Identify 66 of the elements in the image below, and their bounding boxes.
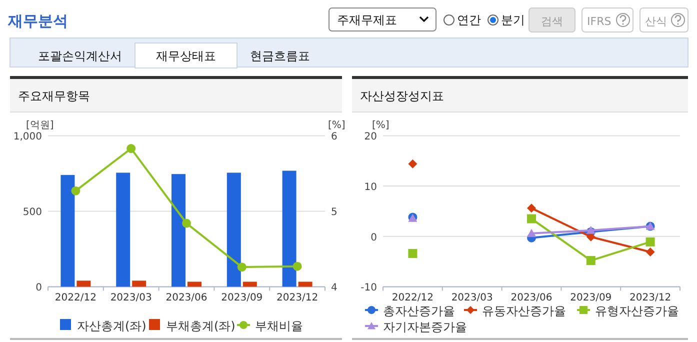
bar (226, 172, 241, 287)
legend-label: 자산총계(좌) (77, 319, 146, 333)
text: 포괄손익계산서 (38, 49, 122, 63)
y-tick-label: 0 (370, 232, 377, 244)
point (71, 186, 80, 196)
bar (60, 174, 75, 287)
bar (298, 282, 312, 287)
legend-label: 유형자산증가율 (595, 304, 679, 318)
y2-tick-label: 5 (331, 207, 338, 218)
x-tick-label: 2023/12 (276, 292, 318, 304)
legend-label: 부채총계(좌) (166, 319, 236, 333)
bar (116, 172, 130, 287)
point (646, 237, 655, 246)
y-axis-title: [억원] (26, 120, 54, 131)
y-axis-title: [%] (372, 120, 390, 131)
text: IFRS (587, 15, 612, 28)
text: 재무분석 (7, 12, 68, 30)
y-tick-label: 500 (22, 207, 42, 218)
bar (282, 170, 296, 287)
x-tick-label: 2023/06 (166, 292, 208, 304)
chart-title: 자산성장성지표 (360, 89, 444, 103)
y2-axis-title: [%] (328, 120, 346, 131)
y-tick-label: 10 (364, 182, 377, 194)
point (237, 262, 246, 272)
bar (132, 280, 146, 287)
legend-label: 부채비율 (255, 319, 303, 333)
text: 재무상태표 (156, 49, 216, 63)
chart-title: 주요재무항목 (18, 89, 90, 103)
x-tick-label: 2023/03 (110, 292, 152, 304)
y-tick-label: -10 (360, 282, 377, 294)
point (292, 262, 302, 271)
y2-tick-label: 6 (331, 132, 338, 143)
point (126, 144, 136, 154)
point (527, 228, 536, 237)
y-tick-label: 0 (36, 282, 42, 294)
legend-label: 유동자산증가율 (482, 304, 566, 318)
y2-tick-label: 4 (331, 282, 338, 294)
text: 검색 (541, 15, 563, 28)
legend-label: 총자산증가율 (383, 304, 455, 318)
y-tick-label: 1,000 (13, 132, 42, 143)
point (646, 247, 655, 256)
text: 주재무제표 (337, 13, 397, 27)
point (408, 248, 418, 258)
point (408, 159, 418, 168)
point (527, 214, 536, 224)
bar (188, 282, 202, 287)
bar (242, 282, 257, 287)
x-tick-label: 2022/12 (54, 292, 96, 304)
x-tick-label: 2023/09 (570, 292, 612, 304)
point (586, 226, 596, 234)
x-tick-label: 2023/09 (221, 292, 263, 304)
x-tick-label: 2022/12 (392, 292, 434, 304)
x-tick-label: 2023/12 (630, 292, 672, 304)
bar (76, 280, 91, 287)
bar (172, 174, 186, 287)
point (527, 204, 536, 213)
x-tick-label: 2023/06 (510, 292, 552, 304)
text: 현금흐름표 (250, 49, 310, 63)
point (182, 218, 191, 228)
x-tick-label: 2023/03 (451, 292, 493, 304)
point (586, 256, 596, 266)
text: 분기 (501, 13, 525, 27)
legend-label: 자기자본증가율 (383, 320, 467, 334)
y-tick-label: 20 (364, 132, 377, 143)
text: 연간 (457, 13, 481, 27)
text: 산식 (645, 15, 667, 28)
